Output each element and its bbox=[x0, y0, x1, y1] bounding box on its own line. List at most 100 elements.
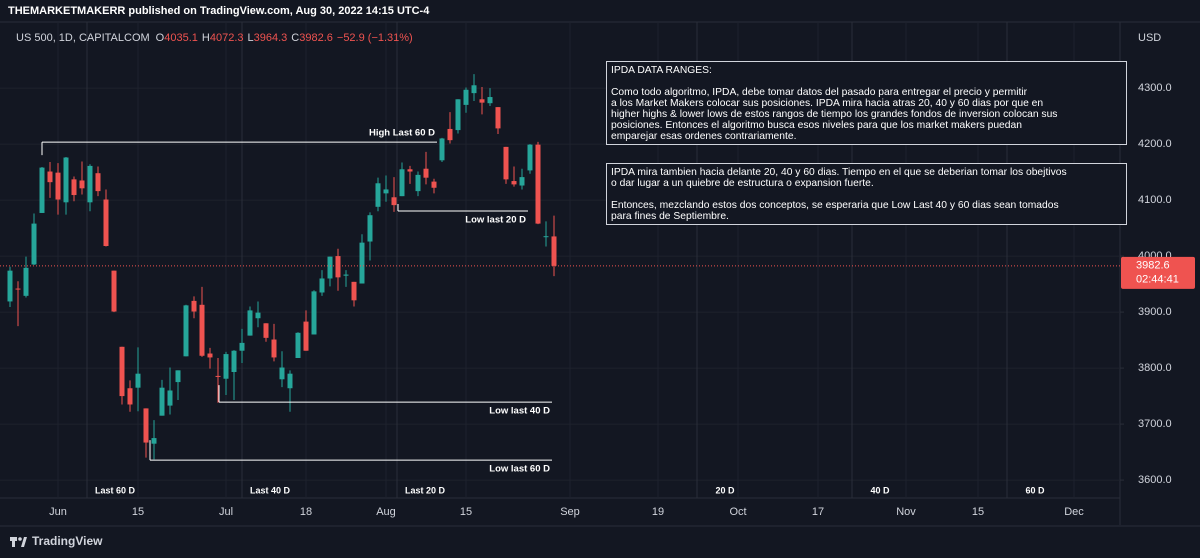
candle-body bbox=[127, 388, 133, 405]
logo-part bbox=[21, 537, 27, 547]
logo-part bbox=[10, 537, 17, 541]
candle-body bbox=[551, 236, 557, 266]
brand: TradingView bbox=[32, 534, 103, 548]
candle-body bbox=[55, 172, 61, 200]
x-tick-label: Dec bbox=[1064, 506, 1084, 518]
note-gap bbox=[611, 189, 1122, 200]
candle-body bbox=[151, 438, 157, 444]
candle-body bbox=[23, 267, 29, 296]
candle-body bbox=[431, 181, 437, 188]
candle-body bbox=[487, 97, 493, 104]
candle-body bbox=[359, 242, 365, 284]
candle-body bbox=[71, 179, 77, 196]
currency-label: USD bbox=[1138, 32, 1161, 44]
last-price-box bbox=[1121, 256, 1195, 289]
candle-body bbox=[263, 323, 269, 338]
x-tick-label: Oct bbox=[729, 506, 746, 518]
note-line: a los Market Makers colocar sus posicion… bbox=[611, 98, 1044, 109]
candle-body bbox=[31, 223, 37, 265]
x-tick-label: 17 bbox=[812, 506, 824, 518]
x-tick-label: 15 bbox=[972, 506, 984, 518]
candle-body bbox=[239, 342, 245, 351]
candle-body bbox=[167, 390, 173, 406]
candle-body bbox=[303, 321, 309, 351]
note-line: Entonces, mezclando estos dos conceptos,… bbox=[611, 200, 1059, 211]
candle-body bbox=[407, 169, 413, 172]
candle-body bbox=[447, 128, 453, 141]
candle-body bbox=[135, 373, 141, 388]
candle-body bbox=[327, 256, 333, 279]
candle-body bbox=[271, 339, 277, 358]
x-tick-label: 15 bbox=[132, 506, 144, 518]
note-line: posiciones. Entonces el algoritmo busca … bbox=[611, 120, 1022, 131]
candle-body bbox=[375, 183, 381, 207]
level-label: Low last 20 D bbox=[465, 215, 526, 226]
note-line: higher highs & lower lows de estos rango… bbox=[611, 109, 1058, 120]
x-tick-label: 15 bbox=[460, 506, 472, 518]
x-tick-label: Nov bbox=[896, 506, 916, 518]
candle-body bbox=[519, 177, 525, 186]
grid bbox=[0, 22, 1120, 498]
candle-body bbox=[455, 99, 461, 131]
candle-body bbox=[215, 375, 221, 377]
y-tick-label: 3900.0 bbox=[1138, 306, 1172, 318]
note-line: IPDA mira tambien hacia delante 20, 40 y… bbox=[611, 167, 1067, 178]
x-tick-label: 19 bbox=[652, 506, 664, 518]
legend-change: −52.9 (−1.31%) bbox=[336, 32, 413, 44]
range-label: Last 40 D bbox=[250, 485, 291, 495]
candle-body bbox=[351, 281, 357, 301]
legend-value: 4072.3 bbox=[209, 32, 244, 44]
candle-body bbox=[391, 197, 397, 206]
note-line: o dar lugar a un quiebre de estructura o… bbox=[611, 178, 874, 189]
level-label: Low last 40 D bbox=[489, 406, 550, 417]
candle-body bbox=[63, 157, 69, 203]
legend-key: C bbox=[291, 32, 300, 44]
range-label: Last 60 D bbox=[95, 485, 136, 495]
candle-body bbox=[287, 373, 293, 389]
candle-body bbox=[343, 274, 349, 276]
y-tick-label: 3800.0 bbox=[1138, 362, 1172, 374]
candle-body bbox=[479, 99, 485, 103]
candle-body bbox=[535, 144, 541, 224]
candle-body bbox=[79, 180, 85, 189]
note-gap bbox=[611, 76, 1122, 87]
candle-body bbox=[399, 169, 405, 197]
candle-body bbox=[463, 89, 469, 105]
candle-body bbox=[183, 305, 189, 357]
candle-body bbox=[103, 199, 109, 246]
candle-body bbox=[383, 189, 389, 194]
candle-body bbox=[191, 300, 197, 312]
candle-body bbox=[495, 107, 501, 129]
note-box: IPDA DATA RANGES: Como todo algoritmo, IP… bbox=[606, 61, 1127, 145]
x-tick-label: Jul bbox=[219, 506, 233, 518]
legend-value: 4035.1 bbox=[164, 32, 198, 44]
note-title: IPDA DATA RANGES: bbox=[611, 65, 712, 76]
candle-body bbox=[295, 332, 301, 358]
candle-body bbox=[15, 288, 21, 290]
candle-body bbox=[47, 171, 53, 183]
logo-part bbox=[18, 537, 22, 541]
candle-body bbox=[231, 350, 237, 372]
candle-body bbox=[87, 165, 93, 203]
symbol-legend: US 500, 1D, CAPITALCOM O4035.1 H4072.3 L396… bbox=[16, 32, 417, 44]
candle-body bbox=[95, 173, 101, 192]
legend-value: 3982.6 bbox=[299, 32, 333, 44]
legend-key: L bbox=[247, 32, 254, 44]
candle-body bbox=[511, 181, 517, 185]
candle-body bbox=[7, 270, 13, 302]
candle-body bbox=[119, 346, 125, 397]
x-tick-label: Jun bbox=[49, 506, 67, 518]
candle-body bbox=[255, 312, 261, 319]
note-box: IPDA mira tambien hacia delante 20, 40 y… bbox=[606, 163, 1127, 225]
logo-part bbox=[12, 541, 15, 547]
y-tick-label: 4300.0 bbox=[1138, 82, 1172, 94]
candle-body bbox=[311, 291, 317, 335]
candle-body bbox=[415, 174, 421, 192]
note-line: para fines de Septiembre. bbox=[611, 211, 729, 222]
legend-value: 3964.3 bbox=[253, 32, 288, 44]
candle-body bbox=[503, 146, 509, 180]
candle-body bbox=[175, 370, 181, 383]
candle-body bbox=[335, 256, 341, 278]
